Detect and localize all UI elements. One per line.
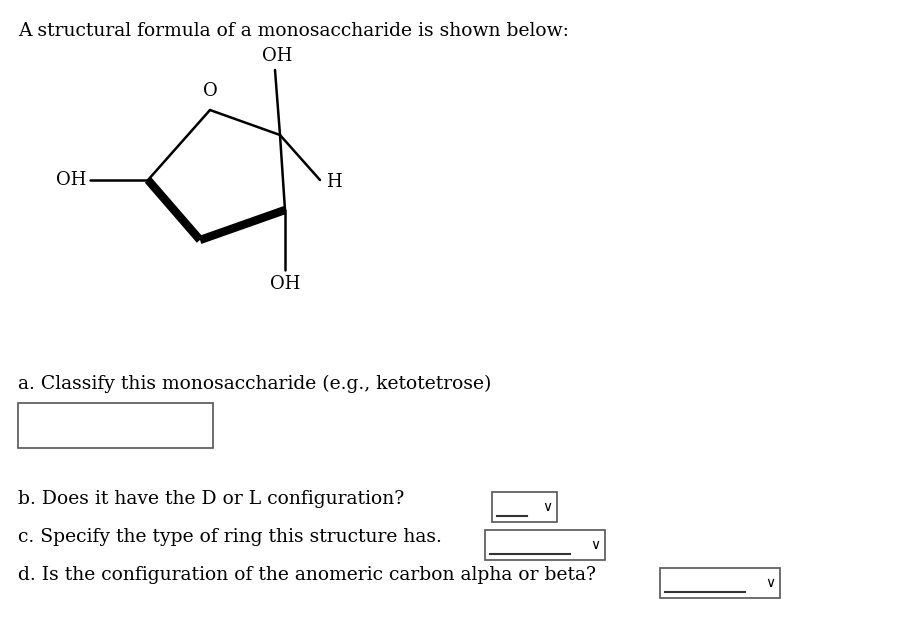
- Text: ∨: ∨: [541, 500, 551, 514]
- Text: H: H: [325, 173, 342, 191]
- FancyBboxPatch shape: [485, 530, 604, 560]
- FancyBboxPatch shape: [491, 492, 557, 522]
- Text: d. Is the configuration of the anomeric carbon alpha or beta?: d. Is the configuration of the anomeric …: [18, 566, 596, 584]
- Text: OH: OH: [261, 47, 292, 65]
- FancyBboxPatch shape: [660, 568, 779, 598]
- Text: ∨: ∨: [589, 538, 599, 552]
- Text: O: O: [202, 82, 217, 100]
- Text: OH: OH: [270, 275, 300, 293]
- Text: A structural formula of a monosaccharide is shown below:: A structural formula of a monosaccharide…: [18, 22, 568, 40]
- Text: OH: OH: [56, 171, 86, 189]
- Text: b. Does it have the D or L configuration?: b. Does it have the D or L configuration…: [18, 490, 404, 508]
- Text: ∨: ∨: [764, 576, 774, 590]
- Text: c. Specify the type of ring this structure has.: c. Specify the type of ring this structu…: [18, 528, 442, 546]
- FancyBboxPatch shape: [18, 403, 213, 448]
- Text: a. Classify this monosaccharide (e.g., ketotetrose): a. Classify this monosaccharide (e.g., k…: [18, 375, 491, 393]
